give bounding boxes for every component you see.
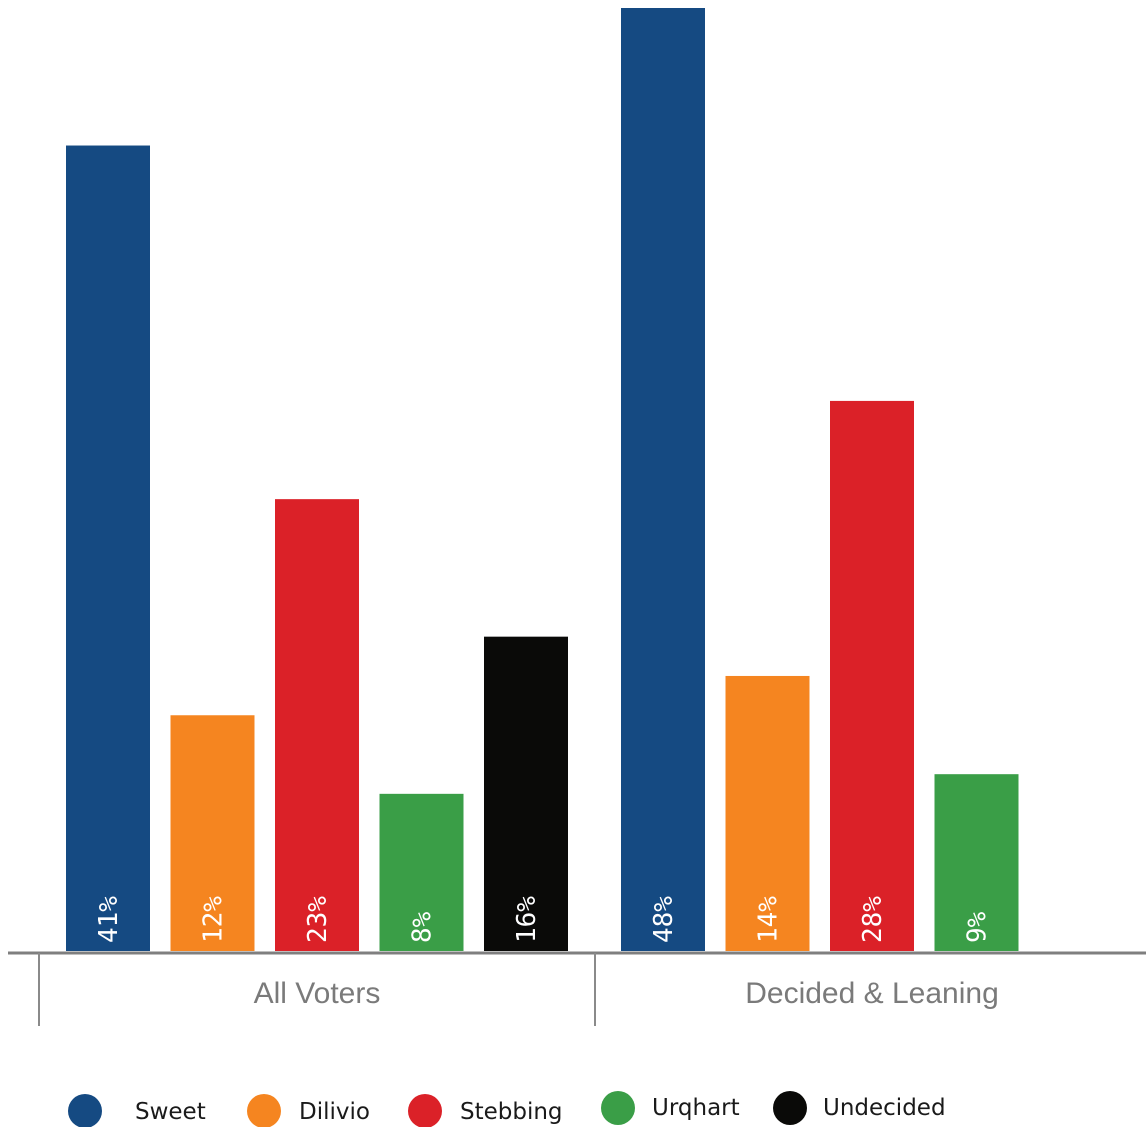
bar-undecided-all-voters [484, 636, 568, 951]
legend-label-urqhart: Urqhart [652, 1095, 740, 1121]
data-label-sweet-decided-leaning: 48% [649, 896, 679, 943]
legend-label-dilivio: Dilivio [299, 1099, 370, 1125]
data-label-sweet-all-voters: 41% [94, 896, 124, 943]
data-label-undecided-all-voters: 16% [512, 896, 542, 943]
bar-dilivio-all-voters [170, 715, 255, 951]
bar-urqhart-decided-leaning [934, 774, 1019, 951]
bar-urqhart-all-voters [379, 793, 464, 951]
bar-dilivio-decided-leaning [725, 675, 810, 951]
category-label-decided-leaning: Decided & Leaning [745, 977, 999, 1010]
bar-stebbing-all-voters [275, 499, 359, 951]
legend-swatch-dilivio [247, 1094, 281, 1127]
data-label-dilivio-decided-leaning: 14% [754, 896, 784, 943]
data-label-urqhart-decided-leaning: 9% [963, 911, 993, 943]
legend-swatch-sweet [68, 1094, 102, 1127]
legend-swatch-stebbing [408, 1094, 442, 1127]
legend-swatch-urqhart [601, 1091, 635, 1125]
data-label-dilivio-all-voters: 12% [199, 896, 229, 943]
legend-label-stebbing: Stebbing [460, 1099, 563, 1125]
legend-swatch-undecided [773, 1091, 807, 1125]
data-label-stebbing-decided-leaning: 28% [858, 896, 888, 943]
legend-label-sweet: Sweet [135, 1099, 206, 1125]
data-label-stebbing-all-voters: 23% [303, 896, 333, 943]
legend: Sweet Dilivio Stebbing Urqhart Undecided [68, 1091, 946, 1127]
bar-sweet-decided-leaning [621, 8, 705, 951]
data-label-urqhart-all-voters: 8% [408, 911, 438, 943]
x-axis: All Voters Decided & Leaning [8, 951, 1146, 1026]
bars-layer: 41% 48% 12% 14% 23% 28% 8% 9% 16% [66, 8, 1019, 952]
bar-stebbing-decided-leaning [830, 400, 914, 952]
bar-sweet-all-voters [66, 145, 150, 952]
category-label-all-voters: All Voters [254, 977, 381, 1010]
legend-label-undecided: Undecided [823, 1095, 946, 1121]
